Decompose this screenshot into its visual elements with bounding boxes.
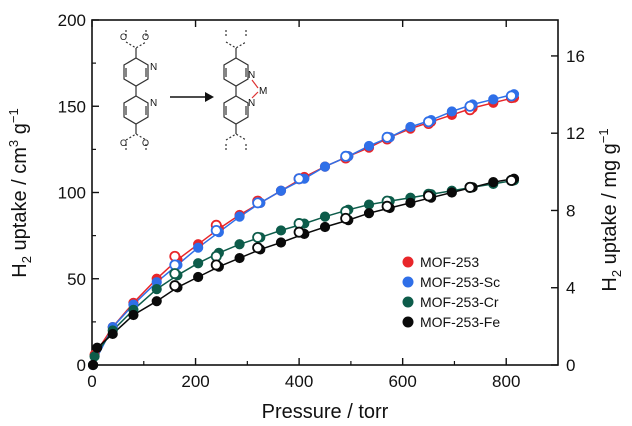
x-tick-label: 600 — [388, 372, 416, 391]
point-MOF-253-Cr-ads — [363, 199, 375, 210]
legend-marker-MOF-253-Sc — [402, 276, 414, 288]
point-MOF-253-Sc-des — [464, 100, 476, 112]
point-MOF-253-Fe-ads — [107, 328, 118, 340]
point-MOF-253-Cr-des — [169, 268, 181, 280]
point-MOF-253-Sc-des — [252, 197, 264, 209]
bipyridine-metalation-scheme: N N O O O O N N M — [120, 30, 267, 150]
y-axis-left-label: H2 uptake / cm3 g−1 — [6, 108, 34, 277]
point-MOF-253-Sc-ads — [446, 106, 457, 117]
point-MOF-253-Fe-ads — [488, 177, 499, 188]
data-points — [87, 89, 520, 371]
x-tick-label: 200 — [181, 372, 209, 391]
point-MOF-253-Sc-des — [505, 90, 517, 102]
point-MOF-253-Cr-ads — [234, 239, 245, 250]
legend-label-MOF-253-Cr: MOF-253-Cr — [420, 294, 499, 310]
bpydc-ligand — [123, 30, 149, 150]
point-MOF-253-Cr-ads — [89, 351, 100, 362]
point-MOF-253-Sc-des — [210, 224, 222, 236]
curve-MOF-253-Fe — [92, 177, 515, 366]
point-MOF-253-Sc-ads — [193, 242, 204, 253]
y-right-tick-label: 12 — [566, 124, 585, 143]
legend-label-MOF-253-Fe: MOF-253-Fe — [420, 314, 500, 330]
point-MOF-253-Cr-ads — [151, 284, 162, 295]
point-MOF-253-Sc-ads — [234, 211, 245, 222]
y-axis-right-label: H2 uptake / mg g−1 — [596, 128, 624, 291]
point-MOF-253-Fe-des — [464, 181, 476, 193]
x-tick-label: 400 — [285, 372, 313, 391]
svg-text:O: O — [120, 32, 127, 42]
point-MOF-253-Fe-ads — [234, 252, 245, 264]
point-MOF-253-Fe-ads — [405, 197, 416, 208]
point-MOF-253-Sc-ads — [405, 121, 416, 133]
point-MOF-253-Fe-ads — [92, 342, 103, 353]
point-MOF-253-Sc-ads — [363, 140, 375, 152]
point-MOF-253-Sc-des — [381, 131, 393, 143]
legend-label-MOF-253-Sc: MOF-253-Sc — [420, 274, 500, 290]
legend-marker-MOF-253-Fe — [402, 316, 414, 328]
point-MOF-253-Fe-des — [381, 200, 393, 212]
point-MOF-253-Fe-des — [505, 174, 517, 186]
y-right-tick-label: 0 — [566, 356, 575, 375]
point-MOF-253-Fe-ads — [275, 237, 287, 248]
point-MOF-253-Cr-des — [252, 231, 264, 243]
point-MOF-253-Fe-ads — [128, 309, 139, 321]
point-MOF-253-Sc-ads — [488, 94, 499, 105]
point-MOF-253-Fe-ads — [363, 208, 375, 219]
y-left-tick-label: 200 — [58, 11, 86, 30]
svg-text:N: N — [150, 62, 157, 73]
axis-ticks: 0 200 400 600 800 0 50 100 150 200 0 4 8 12 16 — [58, 11, 585, 391]
point-MOF-253-Fe-des — [293, 226, 305, 238]
point-MOF-253-Cr-ads — [319, 211, 331, 222]
svg-text:O: O — [142, 32, 149, 42]
legend-label-MOF-253: MOF-253 — [420, 254, 479, 270]
svg-text:N: N — [248, 98, 255, 109]
point-MOF-253-Fe-des — [340, 212, 352, 224]
x-axis-label: Pressure / torr — [262, 401, 389, 423]
x-tick-label: 0 — [87, 372, 96, 391]
point-MOF-253-Fe-des — [252, 242, 264, 254]
curve-MOF-253 — [92, 96, 515, 366]
point-MOF-253-Sc-ads — [275, 185, 287, 196]
svg-text:N: N — [248, 70, 255, 81]
point-MOF-253-Sc-des — [340, 150, 352, 162]
point-MOF-253-Cr-ads — [193, 258, 204, 269]
point-MOF-253-Fe-ads — [193, 271, 204, 283]
legend: MOF-253 MOF-253-Sc MOF-253-Cr MOF-253-Fe — [402, 254, 500, 330]
legend-marker-MOF-253-Cr — [402, 296, 414, 308]
point-MOF-253-Fe-ads — [87, 359, 99, 371]
svg-text:O: O — [120, 138, 127, 148]
point-MOF-253-Sc-des — [293, 173, 305, 185]
y-left-tick-label: 50 — [67, 270, 86, 289]
x-tick-label: 800 — [492, 372, 520, 391]
point-MOF-253-Fe-ads — [446, 187, 457, 198]
svg-text:N: N — [150, 98, 157, 109]
svg-text:M: M — [259, 86, 267, 97]
point-MOF-253-Fe-des — [210, 259, 222, 271]
y-right-tick-label: 16 — [566, 47, 585, 66]
point-MOF-253-Fe-des — [423, 190, 435, 202]
legend-marker-MOF-253 — [402, 256, 414, 268]
svg-text:O: O — [142, 138, 149, 148]
y-right-tick-label: 8 — [566, 201, 575, 220]
point-MOF-253-Fe-ads — [151, 296, 162, 307]
point-MOF-253-Fe-des — [169, 280, 181, 292]
point-MOF-253-Sc-des — [423, 116, 435, 128]
y-left-tick-label: 0 — [77, 356, 86, 375]
metalated-ligand — [223, 30, 259, 150]
y-right-tick-label: 4 — [566, 279, 575, 298]
point-MOF-253-Cr-ads — [275, 225, 287, 236]
curve-MOF-253-Cr — [92, 179, 515, 366]
point-MOF-253-Fe-ads — [319, 221, 331, 233]
point-MOF-253-Sc-ads — [319, 161, 331, 172]
y-left-tick-label: 150 — [58, 97, 86, 116]
y-left-tick-label: 100 — [58, 184, 86, 203]
